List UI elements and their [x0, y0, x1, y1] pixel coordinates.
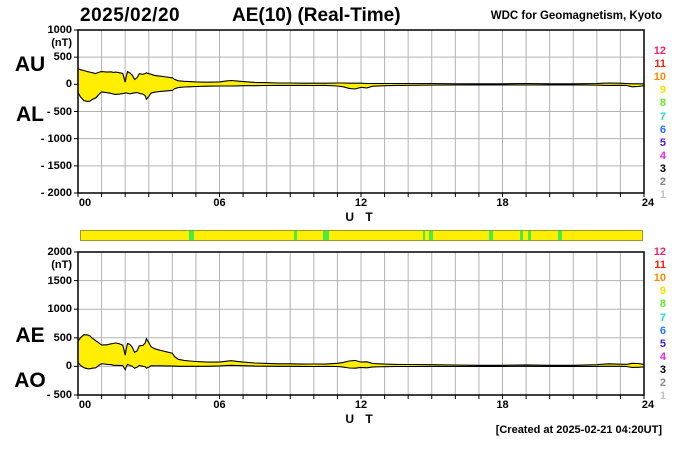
- station-count-10: 10: [653, 71, 666, 84]
- y-tick-label: - 500: [46, 389, 72, 401]
- availability-gap-mark: [422, 231, 425, 240]
- data-source-label: WDC for Geomagnetism, Kyoto: [490, 10, 662, 22]
- y-tick-label: 500: [53, 51, 72, 64]
- y-tick-label: 0: [65, 360, 72, 373]
- station-count-6: 6: [659, 324, 666, 337]
- y-tick-label: - 1500: [40, 159, 72, 172]
- index-label-ae: AE: [15, 324, 45, 348]
- station-count-8: 8: [659, 298, 666, 311]
- data-availability-bar: [80, 230, 643, 241]
- availability-gap-mark: [520, 231, 524, 240]
- station-count-5: 5: [659, 136, 666, 149]
- plot-title: AE(10) (Real-Time): [232, 5, 401, 26]
- availability-gap-mark: [189, 231, 194, 240]
- y-tick-label: 0: [65, 78, 72, 91]
- plot-date: 2025/02/20: [80, 5, 181, 26]
- created-timestamp: [Created at 2025-02-21 04:20UT]: [495, 424, 662, 436]
- y-tick-label: - 500: [46, 105, 72, 118]
- availability-gap-mark: [293, 231, 297, 240]
- station-count-3: 3: [659, 363, 666, 376]
- station-count-3: 3: [659, 162, 666, 175]
- station-count-11: 11: [654, 58, 666, 71]
- y-axis-unit: (nT): [51, 259, 72, 271]
- x-tick-label: 24: [641, 399, 655, 411]
- availability-gap-mark: [528, 231, 532, 240]
- y-tick-label: 1000: [47, 303, 72, 316]
- x-tick-label: 18: [496, 197, 509, 209]
- y-tick-label: 1000: [47, 24, 72, 36]
- y-tick-label: - 1000: [40, 132, 72, 145]
- y-axis-unit: (nT): [51, 37, 72, 49]
- index-label-ao: AO: [14, 368, 46, 392]
- y-tick-label: 2000: [47, 246, 72, 258]
- y-tick-label: - 2000: [40, 187, 72, 199]
- index-label-al: AL: [16, 102, 44, 126]
- station-count-5: 5: [659, 337, 666, 350]
- x-tick-label: 06: [213, 197, 226, 209]
- station-count-2: 2: [659, 377, 666, 389]
- station-count-12: 12: [653, 246, 666, 258]
- x-axis-title: U T: [345, 210, 377, 224]
- station-count-4: 4: [659, 149, 666, 162]
- x-tick-label: 24: [641, 197, 655, 209]
- availability-gap-mark: [323, 231, 329, 240]
- station-count-10: 10: [653, 272, 666, 285]
- x-tick-label: 06: [213, 399, 226, 411]
- station-count-9: 9: [659, 285, 666, 298]
- station-count-11: 11: [654, 259, 666, 272]
- x-tick-label: 00: [78, 399, 92, 411]
- availability-gap-mark: [428, 231, 433, 240]
- station-count-2: 2: [659, 176, 666, 188]
- y-tick-label: 1500: [47, 274, 72, 287]
- x-tick-label: 12: [354, 399, 368, 411]
- x-tick-label: 12: [354, 197, 368, 209]
- availability-gap-mark: [558, 231, 563, 240]
- station-count-7: 7: [659, 110, 666, 123]
- station-count-7: 7: [659, 311, 666, 324]
- y-tick-label: 500: [53, 331, 72, 344]
- station-count-9: 9: [659, 84, 666, 97]
- x-tick-label: 00: [78, 197, 92, 209]
- station-count-1: 1: [659, 390, 666, 403]
- availability-gap-mark: [488, 231, 494, 240]
- index-label-au: AU: [14, 53, 46, 77]
- station-count-6: 6: [659, 123, 666, 136]
- station-count-4: 4: [659, 350, 666, 363]
- station-count-1: 1: [659, 189, 666, 202]
- station-count-12: 12: [653, 45, 666, 57]
- station-count-8: 8: [659, 97, 666, 110]
- x-tick-label: 18: [496, 399, 509, 411]
- x-axis-title: U T: [345, 412, 377, 426]
